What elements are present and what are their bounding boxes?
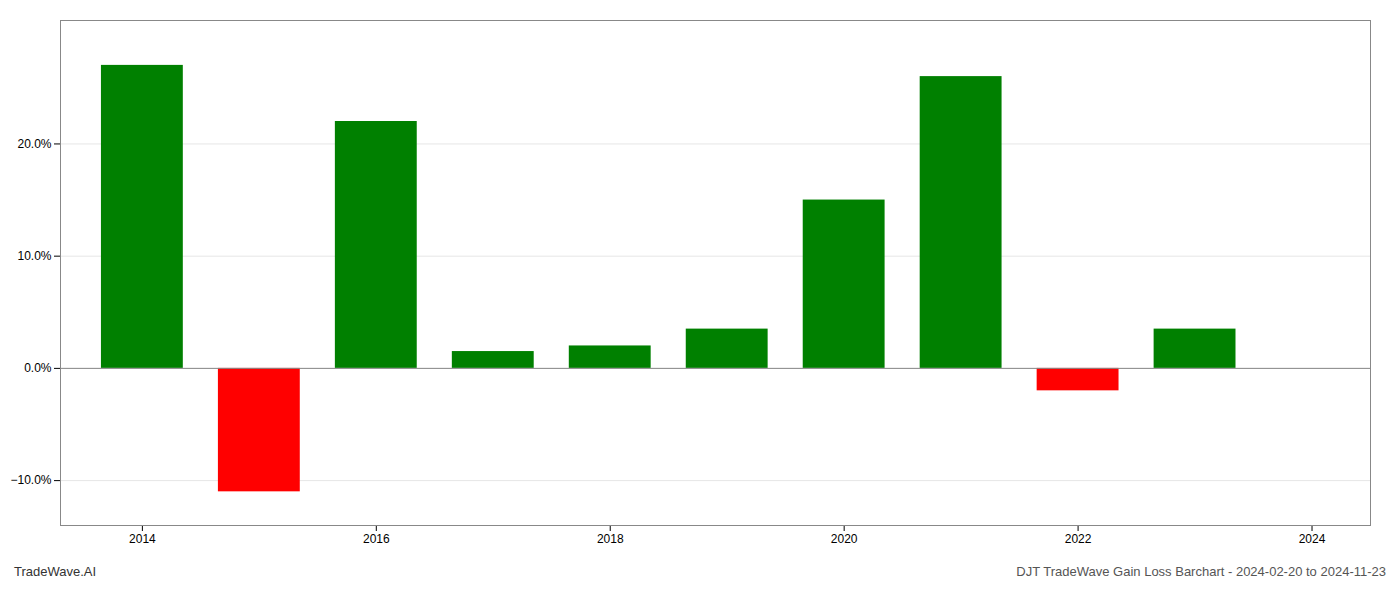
svg-text:0.0%: 0.0% <box>24 361 52 375</box>
svg-text:2024: 2024 <box>1299 532 1326 546</box>
svg-text:−10.0%: −10.0% <box>10 473 51 487</box>
svg-text:2020: 2020 <box>831 532 858 546</box>
svg-text:2014: 2014 <box>129 532 156 546</box>
svg-text:20.0%: 20.0% <box>17 137 51 151</box>
html-text:TradeWave.AI: TradeWave.AI <box>14 564 97 579</box>
svg-text:2022: 2022 <box>1065 532 1092 546</box>
svg-text:10.0%: 10.0% <box>17 249 51 263</box>
html-text:DJT TradeWave Gain Loss Barcha: DJT TradeWave Gain Loss Barchart - 2024-… <box>1016 564 1386 579</box>
svg-text:2016: 2016 <box>363 532 390 546</box>
svg-text:2018: 2018 <box>597 532 624 546</box>
